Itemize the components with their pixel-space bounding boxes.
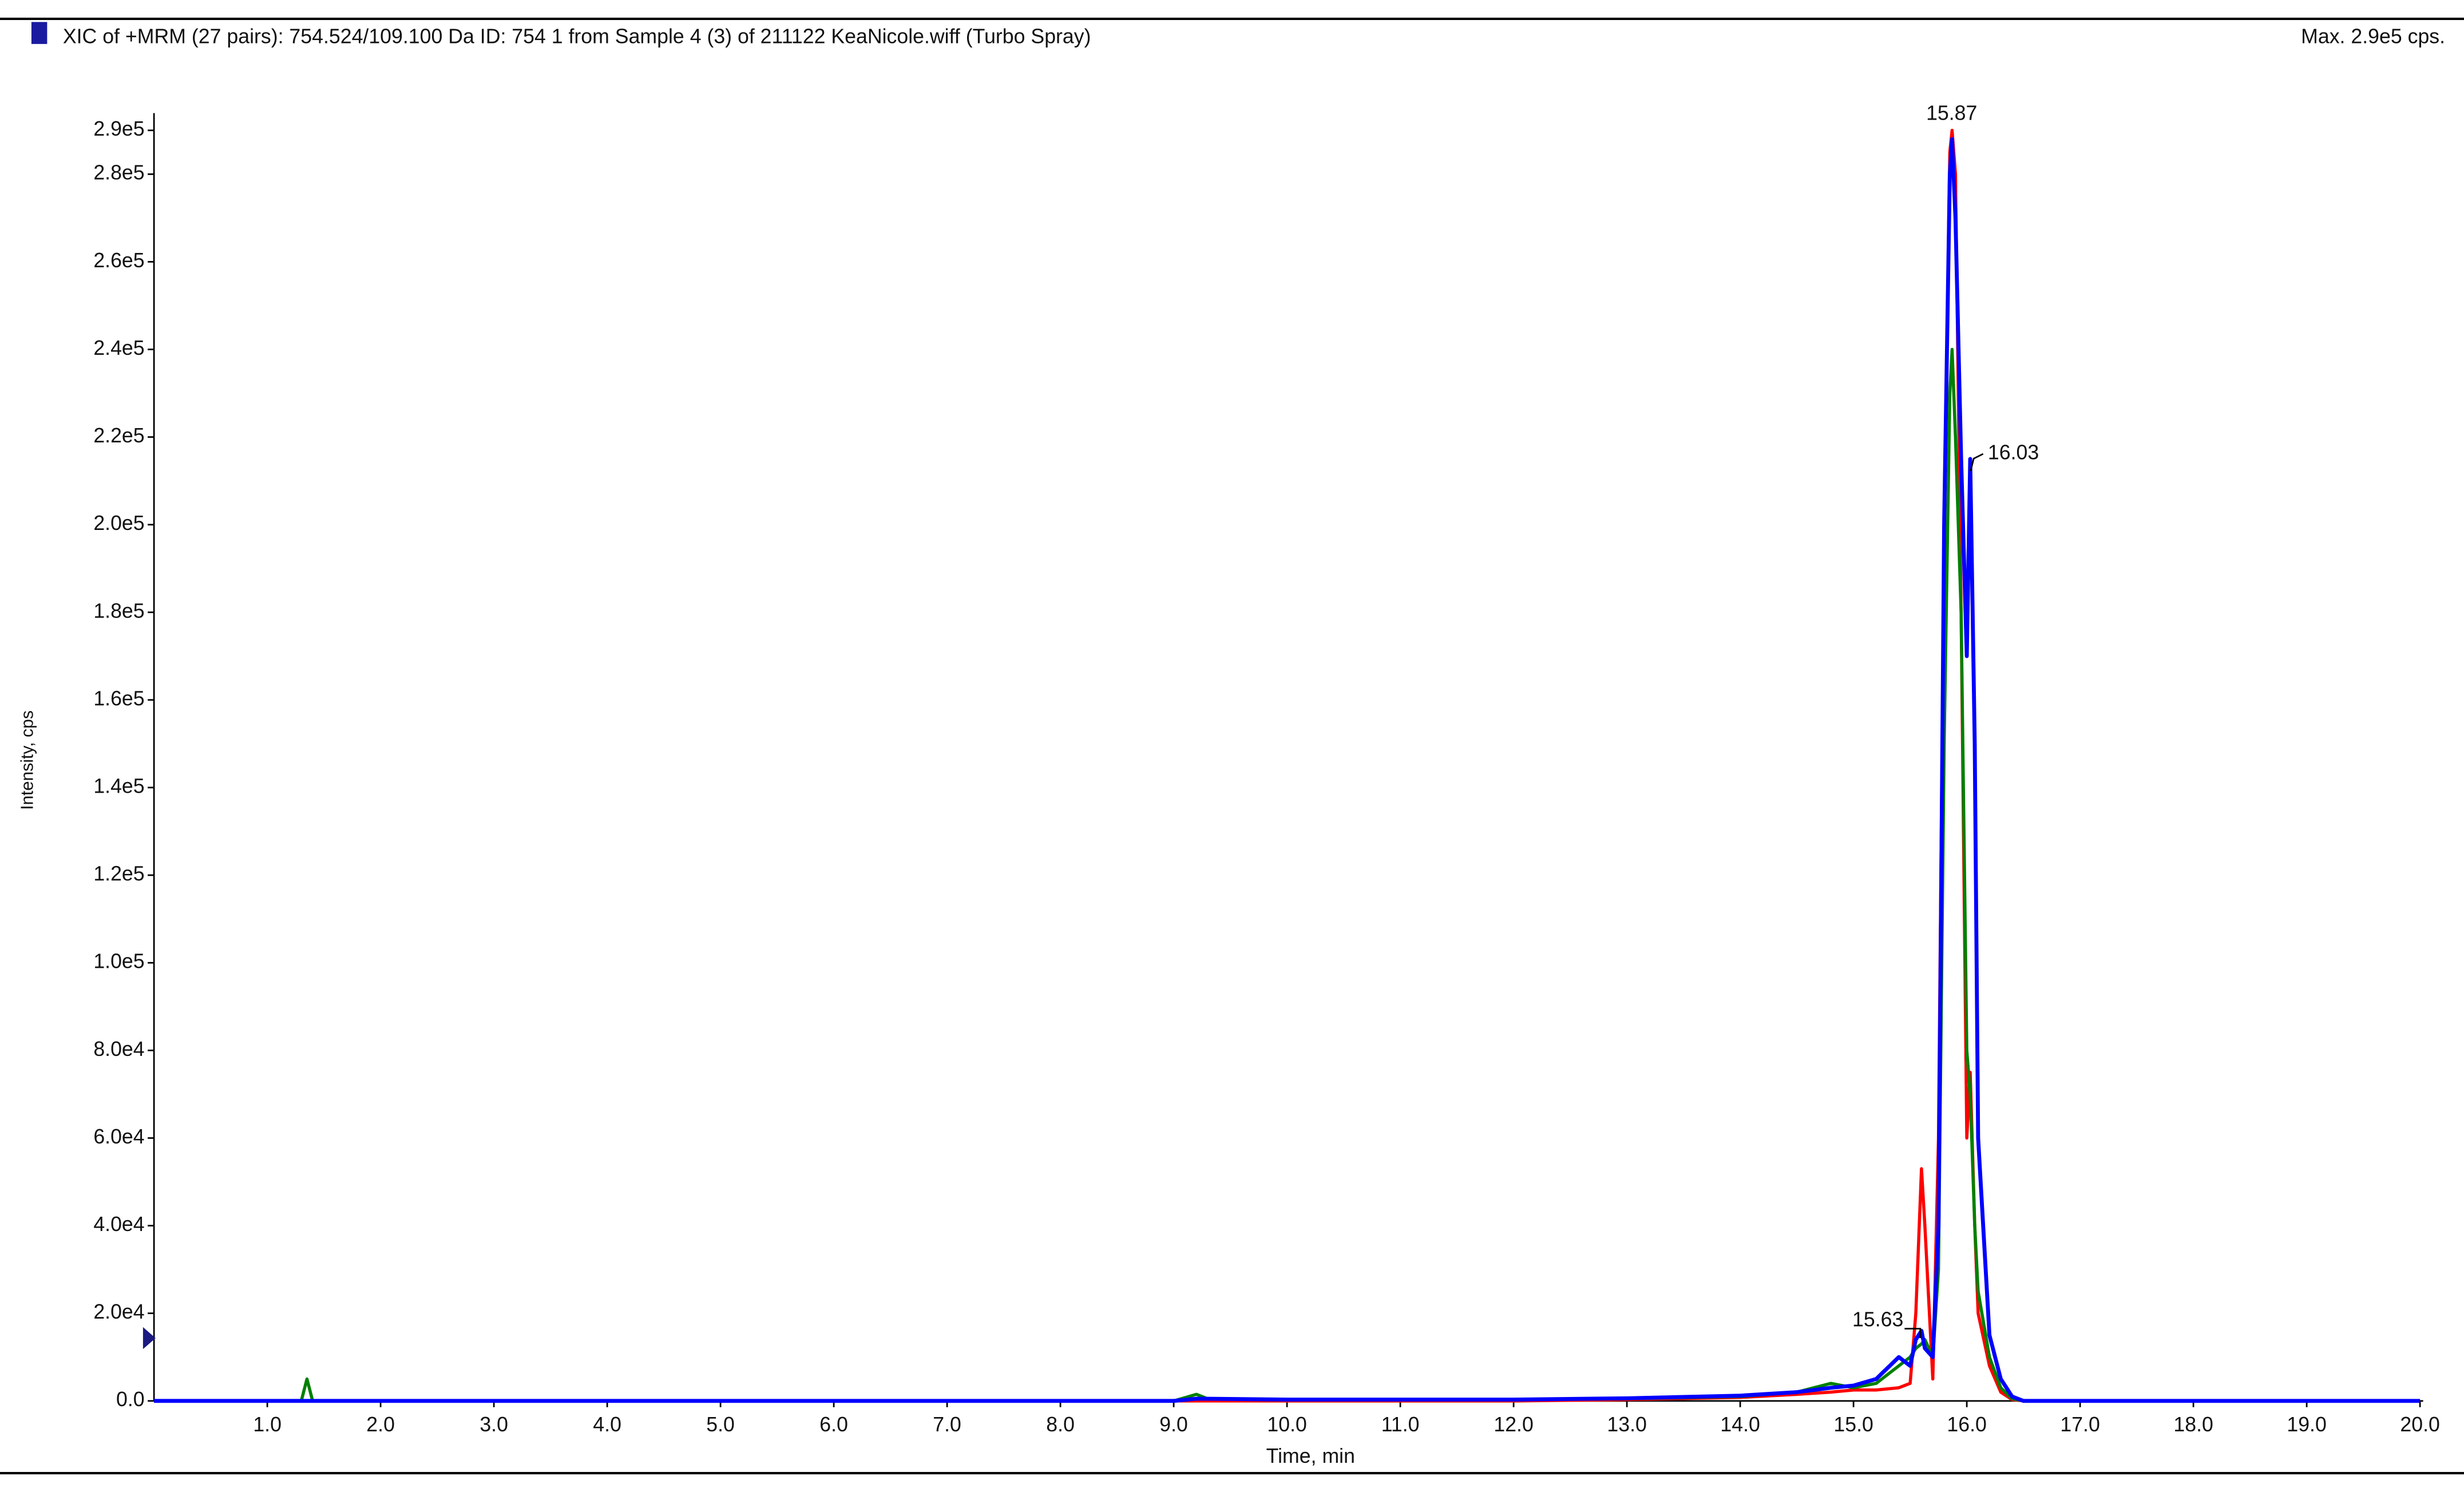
x-tick-label: 14.0 [1720, 1413, 1760, 1436]
x-tick-label: 3.0 [480, 1413, 508, 1436]
x-tick-label: 5.0 [706, 1413, 735, 1436]
y-tick-label: 1.6e5 [93, 687, 144, 710]
x-tick-label: 16.0 [1947, 1413, 1986, 1436]
series-line [154, 347, 2421, 1403]
threshold-marker [142, 1327, 156, 1349]
x-tick-label: 2.0 [366, 1413, 395, 1436]
x-axis-label: Time, min [1266, 1444, 1355, 1467]
x-tick-label: 20.0 [2400, 1413, 2439, 1436]
series-line [154, 137, 2421, 1403]
y-tick-label: 8.0e4 [93, 1038, 144, 1060]
y-tick-label: 2.0e4 [93, 1300, 144, 1323]
y-tick-label: 1.2e5 [93, 862, 144, 885]
peak-annotation: 15.63 [1852, 1308, 1903, 1331]
chart-title: XIC of +MRM (27 pairs): 754.524/109.100 … [63, 25, 1091, 48]
x-tick-label: 12.0 [1494, 1413, 1533, 1436]
y-tick-label: 2.6e5 [93, 249, 144, 272]
legend-icon [31, 22, 47, 44]
y-axis-label: Intensity, cps [18, 710, 37, 810]
x-tick-label: 11.0 [1381, 1413, 1420, 1436]
y-tick-label: 2.4e5 [93, 337, 144, 359]
x-tick-label: 19.0 [2287, 1413, 2326, 1436]
x-tick-label: 7.0 [933, 1413, 961, 1436]
x-tick-label: 18.0 [2173, 1413, 2213, 1436]
x-tick-label: 6.0 [819, 1413, 848, 1436]
peak-annotation: 15.87 [1926, 102, 1977, 125]
annotation-leader [1904, 1328, 1922, 1339]
y-tick-label: 4.0e4 [93, 1213, 144, 1236]
y-tick-label: 2.2e5 [93, 424, 144, 447]
y-tick-label: 1.4e5 [93, 775, 144, 798]
x-tick-label: 9.0 [1159, 1413, 1188, 1436]
x-tick-label: 17.0 [2060, 1413, 2099, 1436]
max-label: Max. 2.9e5 cps. [2301, 25, 2445, 48]
y-tick-label: 2.9e5 [93, 117, 144, 140]
y-tick-label: 2.0e5 [93, 512, 144, 535]
x-tick-label: 10.0 [1267, 1413, 1306, 1436]
annotation-leader [1970, 453, 1984, 472]
y-tick-label: 2.8e5 [93, 161, 144, 184]
y-tick-label: 0.0 [116, 1388, 145, 1411]
y-tick-label: 6.0e4 [93, 1125, 144, 1148]
x-tick-label: 13.0 [1607, 1413, 1646, 1436]
y-tick-label: 1.8e5 [93, 599, 144, 622]
series-line [154, 129, 2421, 1403]
x-tick-label: 8.0 [1046, 1413, 1075, 1436]
peak-annotation: 16.03 [1988, 441, 2039, 464]
x-tick-label: 15.0 [1833, 1413, 1873, 1436]
x-tick-label: 4.0 [593, 1413, 621, 1436]
y-tick-label: 1.0e5 [93, 950, 144, 973]
x-tick-label: 1.0 [253, 1413, 282, 1436]
